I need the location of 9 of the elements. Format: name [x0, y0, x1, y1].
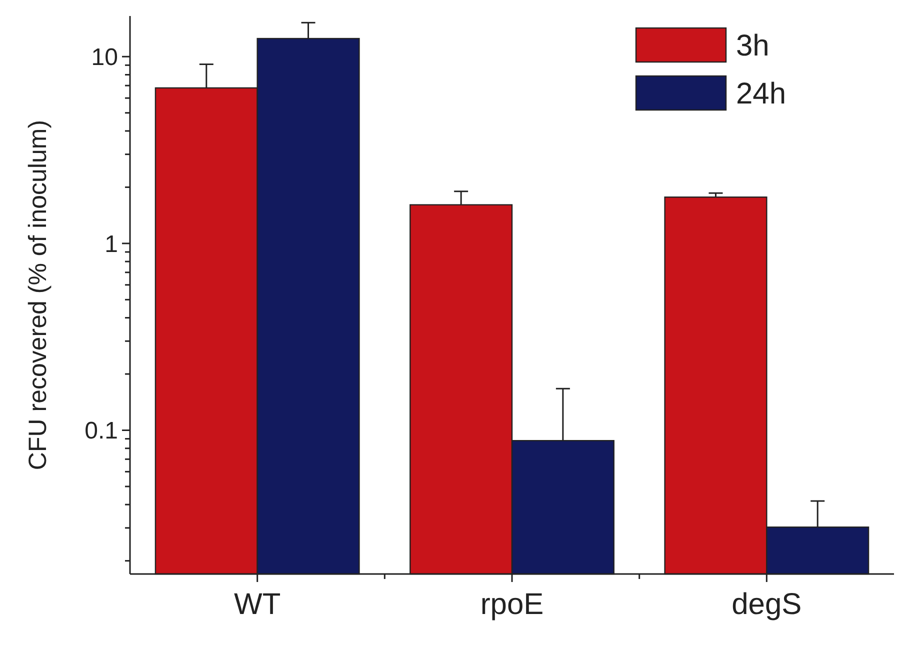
x-tick-label: rpoE: [480, 588, 544, 621]
y-tick-label: 1: [104, 230, 118, 258]
x-tick-label: WT: [234, 588, 281, 621]
legend-label: 3h: [736, 30, 770, 62]
x-tick-label: degS: [732, 588, 802, 621]
y-axis-title: CFU recovered (% of inoculum): [24, 120, 52, 470]
y-tick-label: 10: [91, 44, 118, 72]
y-tick-label: 0.1: [84, 418, 118, 445]
legend-label: 24h: [736, 78, 786, 110]
